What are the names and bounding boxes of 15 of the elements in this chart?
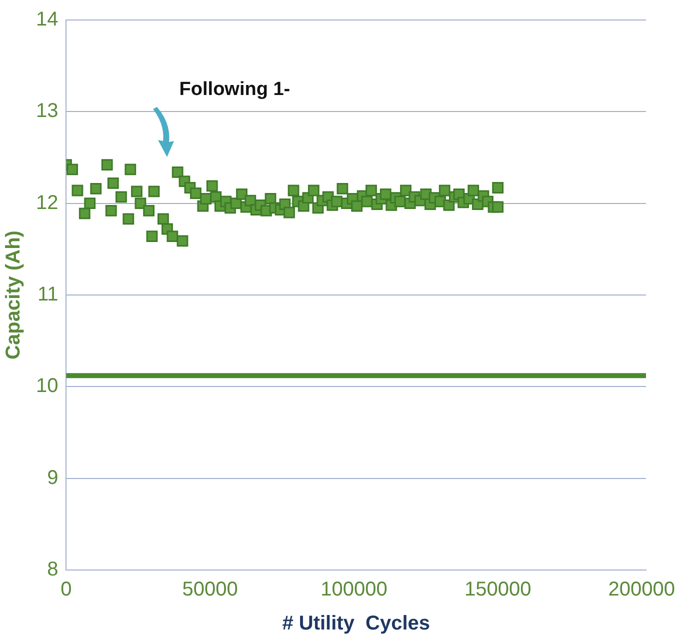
y-tick-label: 14 [36, 8, 58, 31]
y-tick-label: 13 [36, 100, 58, 122]
x-tick-label: 200000 [608, 578, 676, 601]
x-axis-title: # Utility Cycles [282, 612, 430, 635]
y-tick-label: 8 [47, 558, 58, 581]
x-tick-label: 0 [60, 578, 72, 601]
x-tick-label: 150000 [464, 578, 532, 601]
y-tick-label: 12 [36, 192, 58, 214]
y-axis-title: Capacity (Ah) [2, 230, 25, 360]
x-tick-label: 100000 [320, 578, 388, 601]
y-tick-label: 10 [36, 375, 58, 398]
annotation: Following 1- [179, 79, 290, 100]
y-tick-label: 9 [47, 466, 58, 489]
y-tick-label: 11 [37, 284, 58, 306]
x-tick-label: 50000 [182, 578, 238, 601]
